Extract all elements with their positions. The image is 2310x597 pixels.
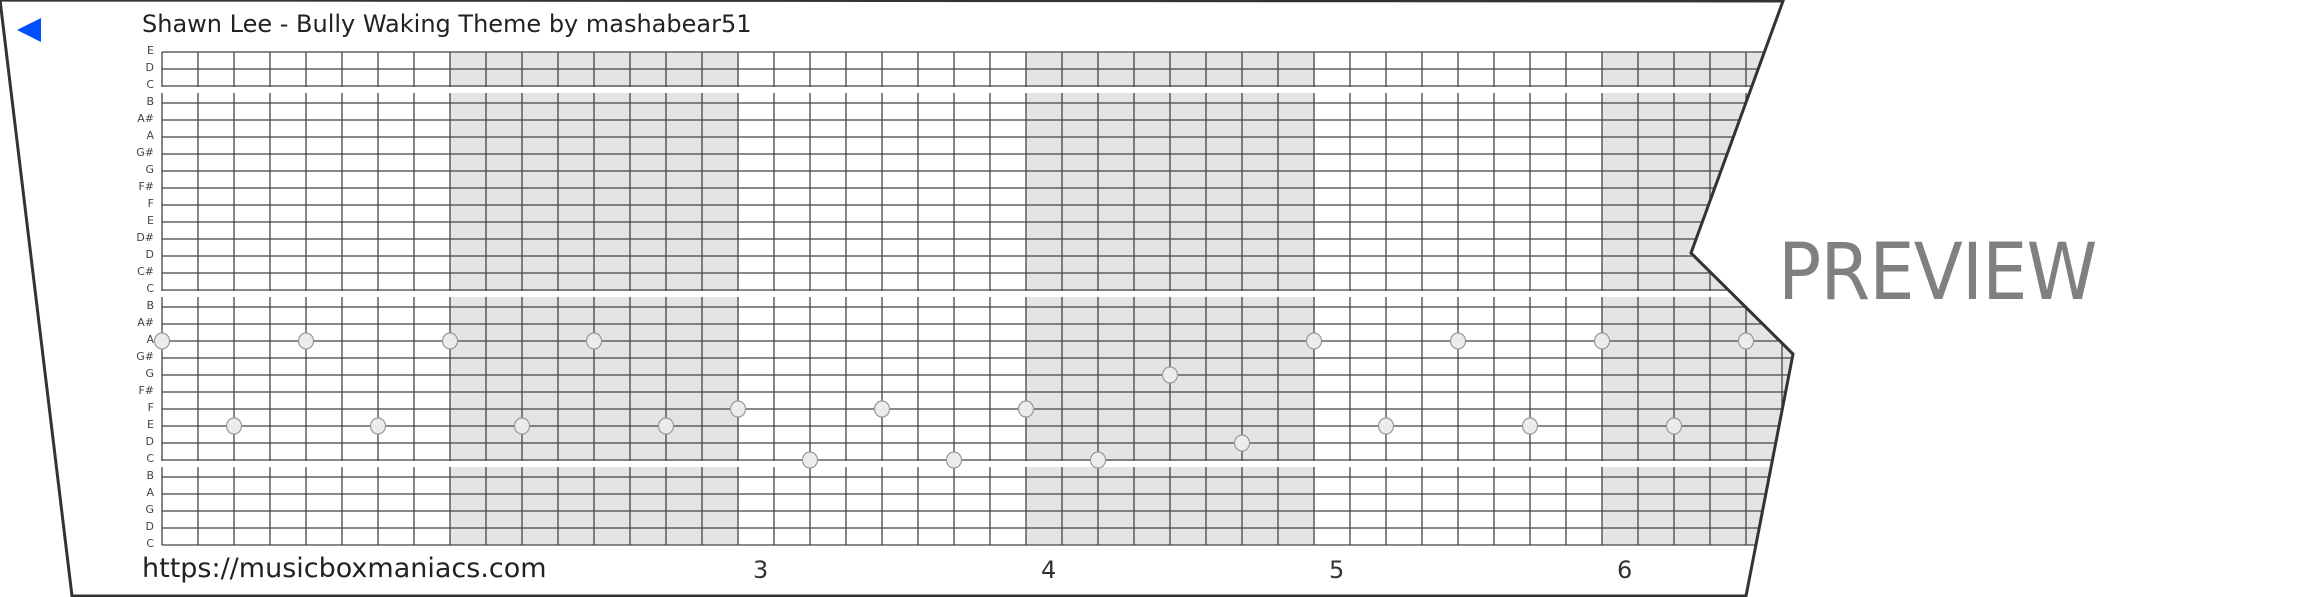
pitch-label: A# [137,112,154,125]
note-F [729,400,747,418]
pitch-label: G [145,367,154,380]
pitch-label: E [147,418,154,431]
pitch-label: G [145,163,154,176]
note-E [1377,417,1395,435]
pitch-label: E [147,44,154,57]
site-url: https://musicboxmaniacs.com [142,553,547,584]
pitch-label: G# [136,350,154,363]
pitch-label: A [146,129,154,142]
notes-layer [153,332,1755,469]
measure-number: 6 [1617,556,1633,584]
section-gap [161,291,1793,297]
pitch-label: C [146,452,154,465]
note-C [801,451,819,469]
pitch-label: A [146,333,154,346]
pitch-label: A [146,486,154,499]
pitch-label: D [145,435,154,448]
pitch-label: F# [138,180,154,193]
ribbon-outline [0,0,1795,597]
note-E [657,417,675,435]
note-F [1017,400,1035,418]
measure-number: 5 [1329,556,1345,584]
note-A [1305,332,1323,350]
pitch-label: B [146,299,154,312]
note-G [1161,366,1179,384]
pitch-label: C [146,282,154,295]
song-title: Shawn Lee - Bully Waking Theme by mashab… [142,10,752,38]
pitch-label: D [145,61,154,74]
pitch-label: A# [137,316,154,329]
pitch-label: C# [137,265,154,278]
note-A [1737,332,1755,350]
note-grid [161,51,1793,546]
note-C [945,451,963,469]
pitch-label: B [146,469,154,482]
pitch-label: C [146,537,154,550]
pitch-label: F [147,197,154,210]
pitch-label: F [147,401,154,414]
section-gap [161,461,1793,467]
note-E [369,417,387,435]
pitch-label: D [145,520,154,533]
back-triangle-icon[interactable] [17,18,41,42]
pitch-label: C [146,78,154,91]
note-E [1521,417,1539,435]
pitch-label: G# [136,146,154,159]
note-C [1089,451,1107,469]
note-A [1593,332,1611,350]
note-A [1449,332,1467,350]
note-A [153,332,171,350]
note-E [225,417,243,435]
note-F [873,400,891,418]
note-A [585,332,603,350]
pitch-label: G [145,503,154,516]
pitch-label: D# [136,231,154,244]
pitch-label: E [147,214,154,227]
pitch-label: F# [138,384,154,397]
section-gap [161,87,1793,93]
note-E [1665,417,1683,435]
measure-number: 3 [753,556,769,584]
note-E [513,417,531,435]
note-A [441,332,459,350]
note-A [297,332,315,350]
note-D [1233,434,1251,452]
measure-number: 4 [1041,556,1057,584]
preview-watermark: PREVIEW [1778,228,2098,318]
pitch-label: D [145,248,154,261]
pitch-label: B [146,95,154,108]
